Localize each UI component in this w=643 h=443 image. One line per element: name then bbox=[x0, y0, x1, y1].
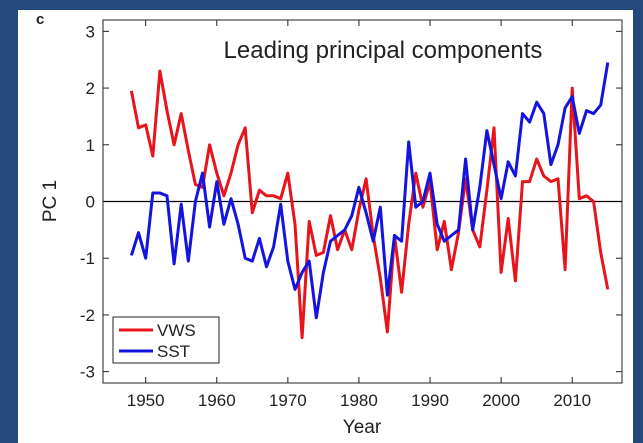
y-tick-label: 0 bbox=[86, 193, 95, 212]
panel-label: c bbox=[36, 11, 44, 28]
panel bbox=[18, 10, 633, 443]
y-tick-label: 1 bbox=[86, 136, 95, 155]
series-line bbox=[129, 69, 610, 340]
chart-title: Leading principal components bbox=[224, 37, 543, 64]
plot-frame bbox=[102, 19, 623, 384]
series-line bbox=[129, 62, 610, 320]
legend-label: SST bbox=[157, 342, 190, 361]
y-tick-label: -3 bbox=[80, 363, 95, 382]
x-tick-label: 1970 bbox=[269, 391, 307, 410]
y-tick-label: -2 bbox=[80, 306, 95, 325]
x-tick-label: 1980 bbox=[340, 391, 378, 410]
x-tick-label: 1950 bbox=[127, 391, 165, 410]
y-tick-label: -1 bbox=[80, 249, 95, 268]
legend-box bbox=[112, 316, 220, 364]
y-axis-label: PC 1 bbox=[40, 180, 61, 222]
x-tick-label: 1990 bbox=[411, 391, 449, 410]
x-tick-label: 1960 bbox=[198, 391, 236, 410]
legend-label: VWS bbox=[157, 321, 196, 340]
y-tick-label: 2 bbox=[86, 79, 95, 98]
x-axis-label: Year bbox=[343, 417, 382, 438]
x-tick-label: 2010 bbox=[553, 391, 591, 410]
y-tick-label: 3 bbox=[86, 22, 95, 41]
x-tick-label: 2000 bbox=[482, 391, 520, 410]
